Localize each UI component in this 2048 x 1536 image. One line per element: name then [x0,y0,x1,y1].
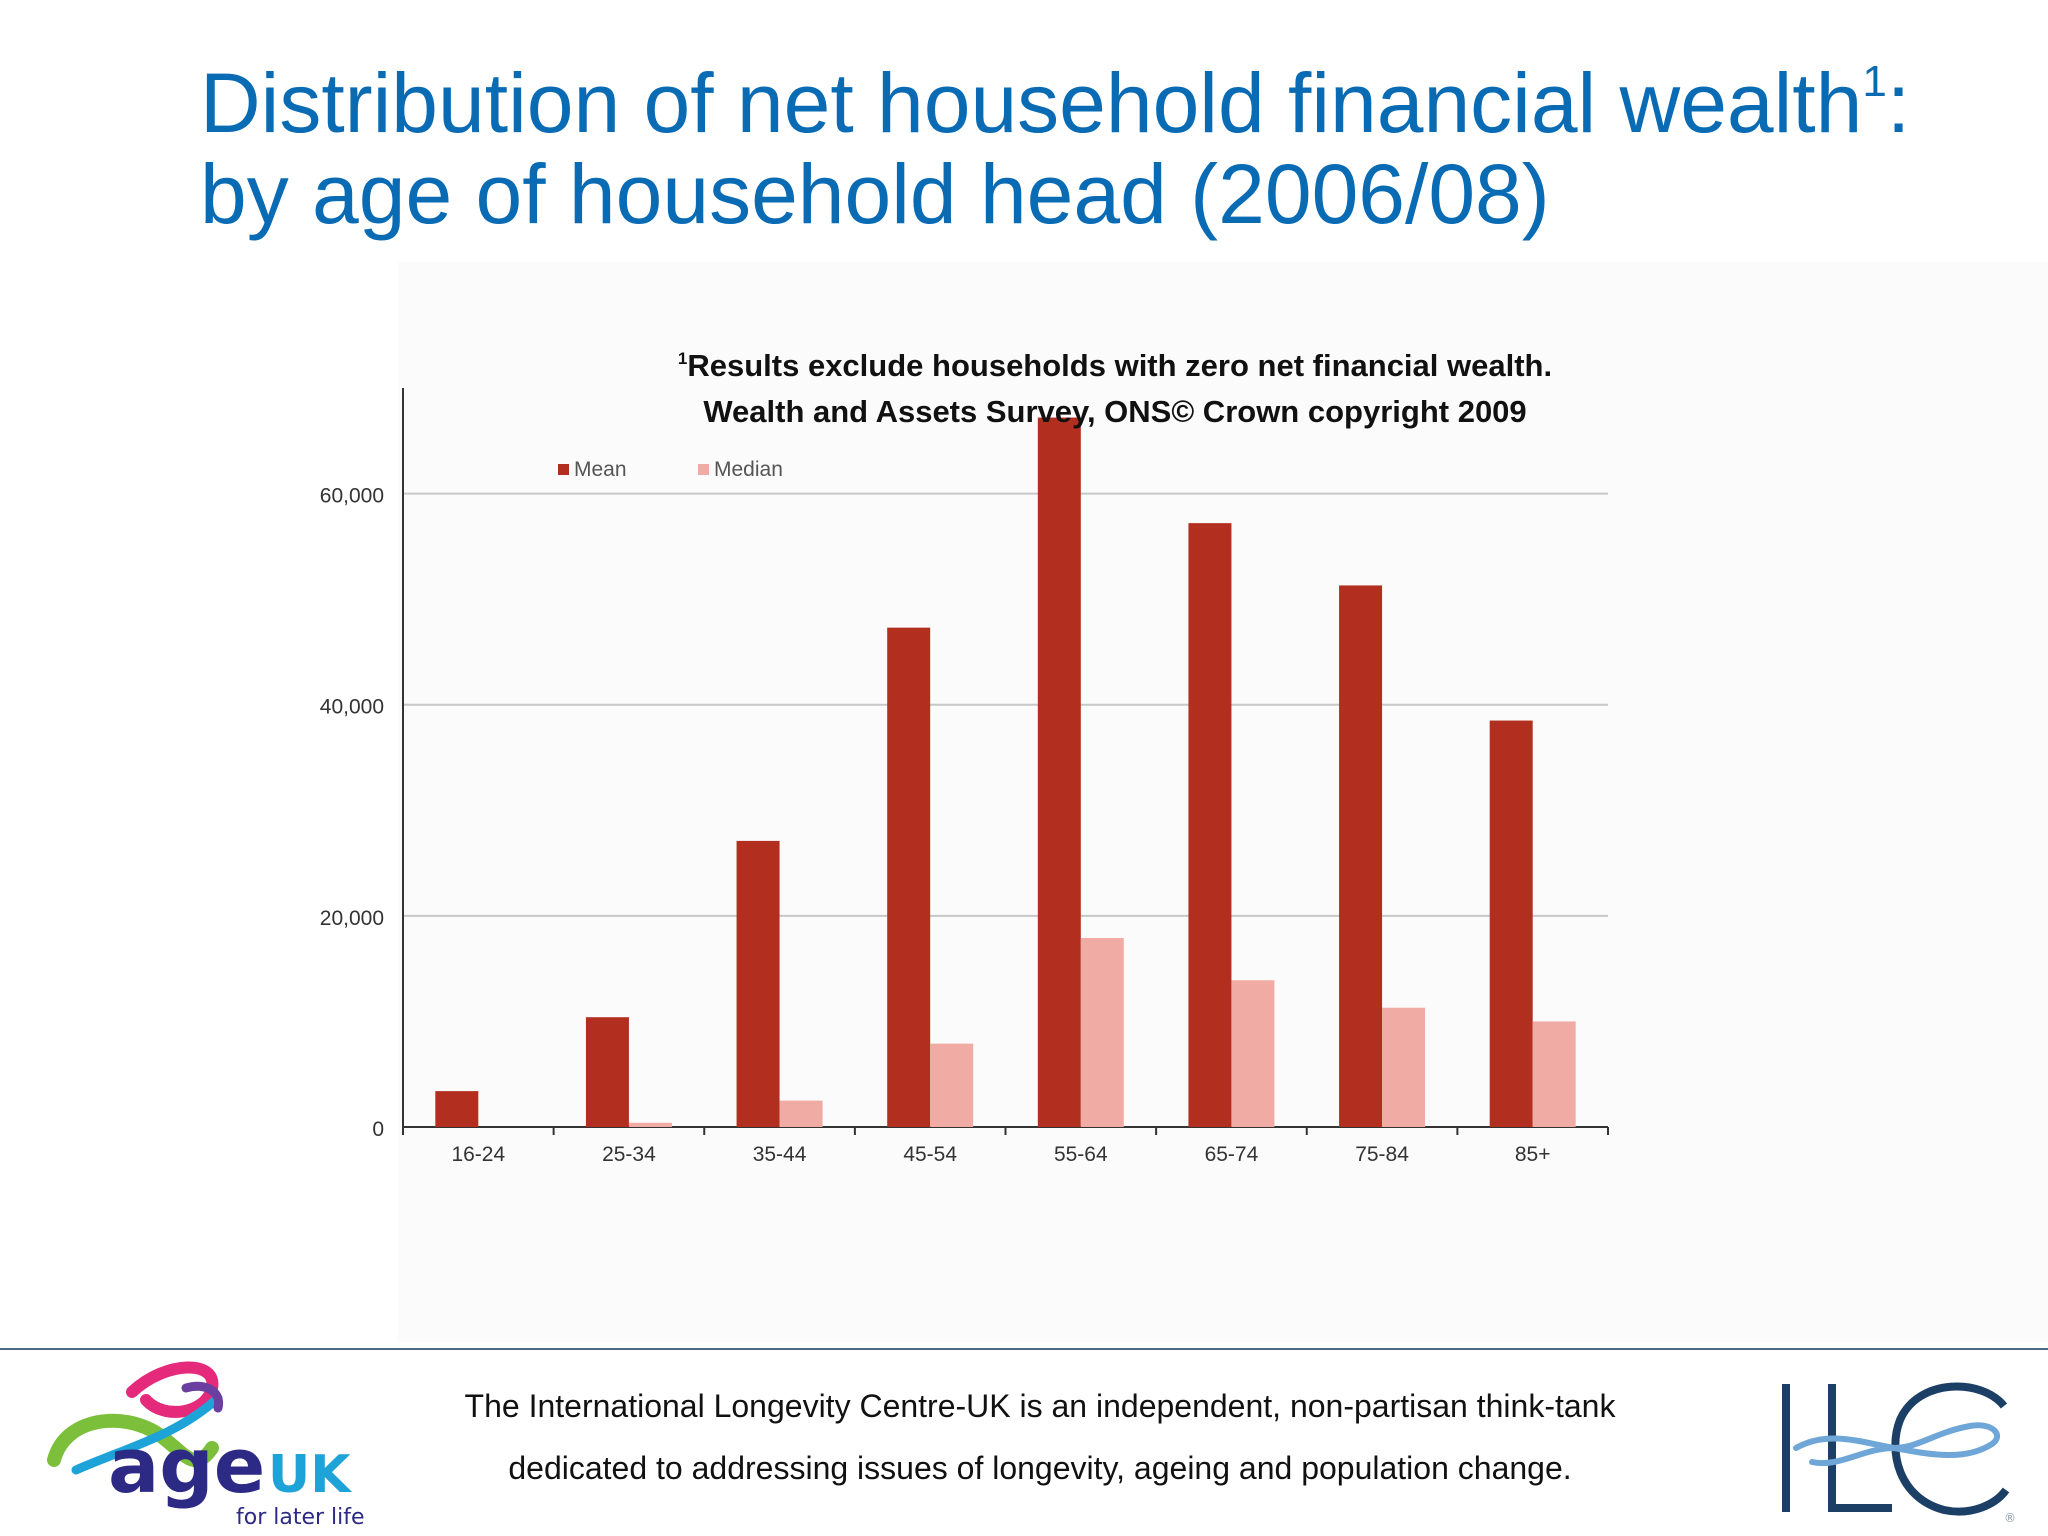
x-tick-label: 25-34 [602,1143,656,1166]
bar-median [779,1100,823,1127]
footer-divider [0,1348,2048,1350]
title-line-1: Distribution of net household financial … [200,56,1911,150]
bar-mean [585,1017,629,1127]
legend-item-median-label: Median [714,458,783,481]
y-tick-label: 60,000 [320,485,384,508]
bar-median [1532,1021,1576,1127]
bar-mean [887,627,931,1127]
bar-mean [1489,720,1533,1127]
footer-line-2: dedicated to addressing issues of longev… [508,1450,1572,1486]
bar-median [628,1122,672,1127]
logo-tagline: for later life [236,1505,365,1528]
bar-median [930,1043,974,1127]
slide-title: Distribution of net household financial … [200,58,1960,240]
x-tick-label: 65-74 [1205,1143,1259,1166]
ilc-registered-mark: ® [2004,1511,2016,1524]
bar-chart: 0 20,000 40,000 60,000 16-24 25-34 35-44 45-54 5… [320,388,1609,1166]
y-tick-label: 0 [372,1118,384,1141]
x-tick-label: 75-84 [1355,1143,1409,1166]
x-tick-label: 45-54 [903,1143,957,1166]
legend-item-mean-swatch [558,464,569,475]
logo-age-text: age [108,1421,265,1510]
y-tick-label: 40,000 [320,696,384,719]
bar-median [1080,938,1124,1127]
title-line-2: by age of household head (2006/08) [200,147,1550,241]
bar-mean [1188,523,1232,1127]
title-footnote-marker: 1 [1862,57,1887,106]
ilc-logo: ® [1782,1382,2016,1524]
logo-uk-text: UK [268,1445,352,1505]
bar-mean [1339,585,1383,1127]
age-uk-logo: age UK for later life [47,1361,365,1528]
bar-mean [736,840,780,1127]
bar-mean [435,1091,479,1127]
x-tick-label: 85+ [1515,1143,1551,1166]
x-tick-label: 55-64 [1054,1143,1108,1166]
bar-median [1382,1007,1426,1127]
legend-item-mean-label: Mean [574,458,627,481]
y-tick-label: 20,000 [320,907,384,930]
chart-note-line-2: Wealth and Assets Survey, ONS© Crown cop… [703,394,1527,429]
bar-median [1231,980,1275,1127]
legend-item-median-swatch [698,464,709,475]
x-tick-label: 35-44 [753,1143,807,1166]
chart-note-line-1: 1Results exclude households with zero ne… [677,348,1553,383]
note-footnote-marker: 1 [677,349,688,368]
footer-line-1: The International Longevity Centre-UK is… [464,1388,1616,1424]
x-tick-label: 16-24 [451,1143,505,1166]
bar-mean [1037,417,1081,1127]
